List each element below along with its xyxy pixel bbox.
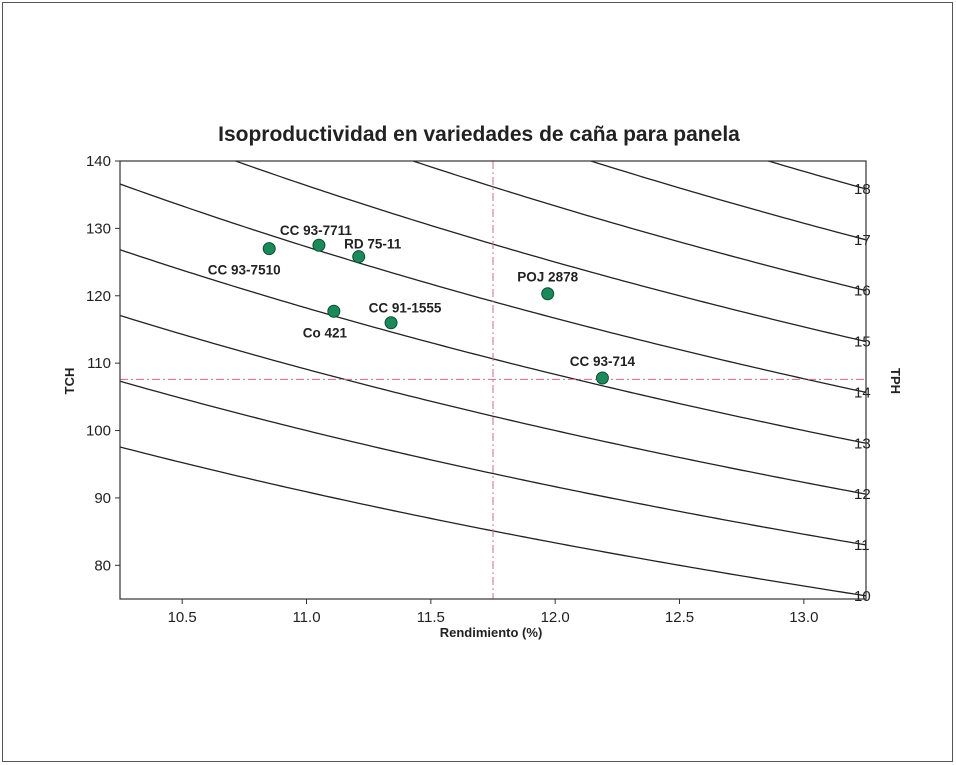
x-tick-label: 10.5 bbox=[168, 609, 197, 626]
chart-title: Isoproductividad en variedades de caña p… bbox=[218, 123, 740, 146]
isoline-11 bbox=[120, 380, 866, 546]
tph-tick-label: 12 bbox=[854, 486, 871, 503]
data-point bbox=[595, 371, 609, 385]
tph-tick-label: 18 bbox=[854, 181, 871, 198]
data-point-label: Co 421 bbox=[303, 325, 348, 340]
data-point bbox=[312, 238, 326, 252]
data-point bbox=[262, 242, 276, 256]
data-point bbox=[327, 304, 341, 318]
y-tick-label: 80 bbox=[94, 557, 111, 574]
isoline-17 bbox=[588, 161, 866, 241]
y-tick-label: 110 bbox=[87, 355, 111, 372]
tph-tick-label: 13 bbox=[854, 435, 871, 452]
data-point bbox=[384, 316, 398, 330]
y-axis-label: TCH bbox=[62, 368, 77, 395]
y-tick-label: 90 bbox=[94, 490, 111, 507]
tph-tick-label: 15 bbox=[854, 334, 871, 351]
isoline-12 bbox=[120, 314, 866, 495]
isolines bbox=[120, 161, 866, 597]
tph-tick-label: 17 bbox=[854, 232, 871, 249]
y-tick-label: 100 bbox=[86, 423, 111, 440]
data-point bbox=[352, 250, 366, 264]
x-tick-label: 12.0 bbox=[541, 609, 570, 626]
x-tick-label: 13.0 bbox=[789, 609, 818, 626]
isoline-16 bbox=[410, 161, 866, 292]
x-tick-label: 11.0 bbox=[292, 609, 320, 626]
x-tick-label: 11.5 bbox=[417, 609, 445, 626]
data-point-label: RD 75-11 bbox=[344, 237, 402, 252]
y-tick-label: 120 bbox=[86, 288, 111, 305]
tph-tick-label: 10 bbox=[854, 588, 871, 605]
data-point bbox=[541, 287, 555, 301]
axes: 10 11 12 13 14 15 16 17 18 10.5 11.0 11.5 12.0 12.5 13… bbox=[86, 153, 871, 626]
data-point-label: CC 93-7510 bbox=[208, 263, 281, 278]
data-point-label: CC 93-7711 bbox=[280, 223, 353, 238]
isoproductivity-chart: Isoproductividad en variedades de caña p… bbox=[62, 123, 903, 640]
tph-tick-label: 16 bbox=[854, 283, 871, 300]
data-point-label: POJ 2878 bbox=[517, 270, 578, 285]
data-points: CC 93-7711 CC 93-7510 RD 75-11 POJ 2878 Co 4… bbox=[208, 223, 636, 385]
x-axis-label: Rendimiento (%) bbox=[440, 625, 543, 640]
tph-tick-label: 11 bbox=[854, 537, 870, 554]
reference-lines bbox=[120, 161, 866, 599]
data-point-label: CC 93-714 bbox=[570, 354, 636, 369]
x-tick-label: 12.5 bbox=[665, 609, 694, 626]
tph-tick-label: 14 bbox=[854, 384, 871, 401]
data-point-label: CC 91-1555 bbox=[369, 301, 442, 316]
plot-frame bbox=[119, 160, 867, 600]
y-tick-label: 140 bbox=[86, 153, 111, 170]
y-tick-label: 130 bbox=[86, 220, 111, 237]
y2-axis-label: TPH bbox=[888, 368, 903, 394]
